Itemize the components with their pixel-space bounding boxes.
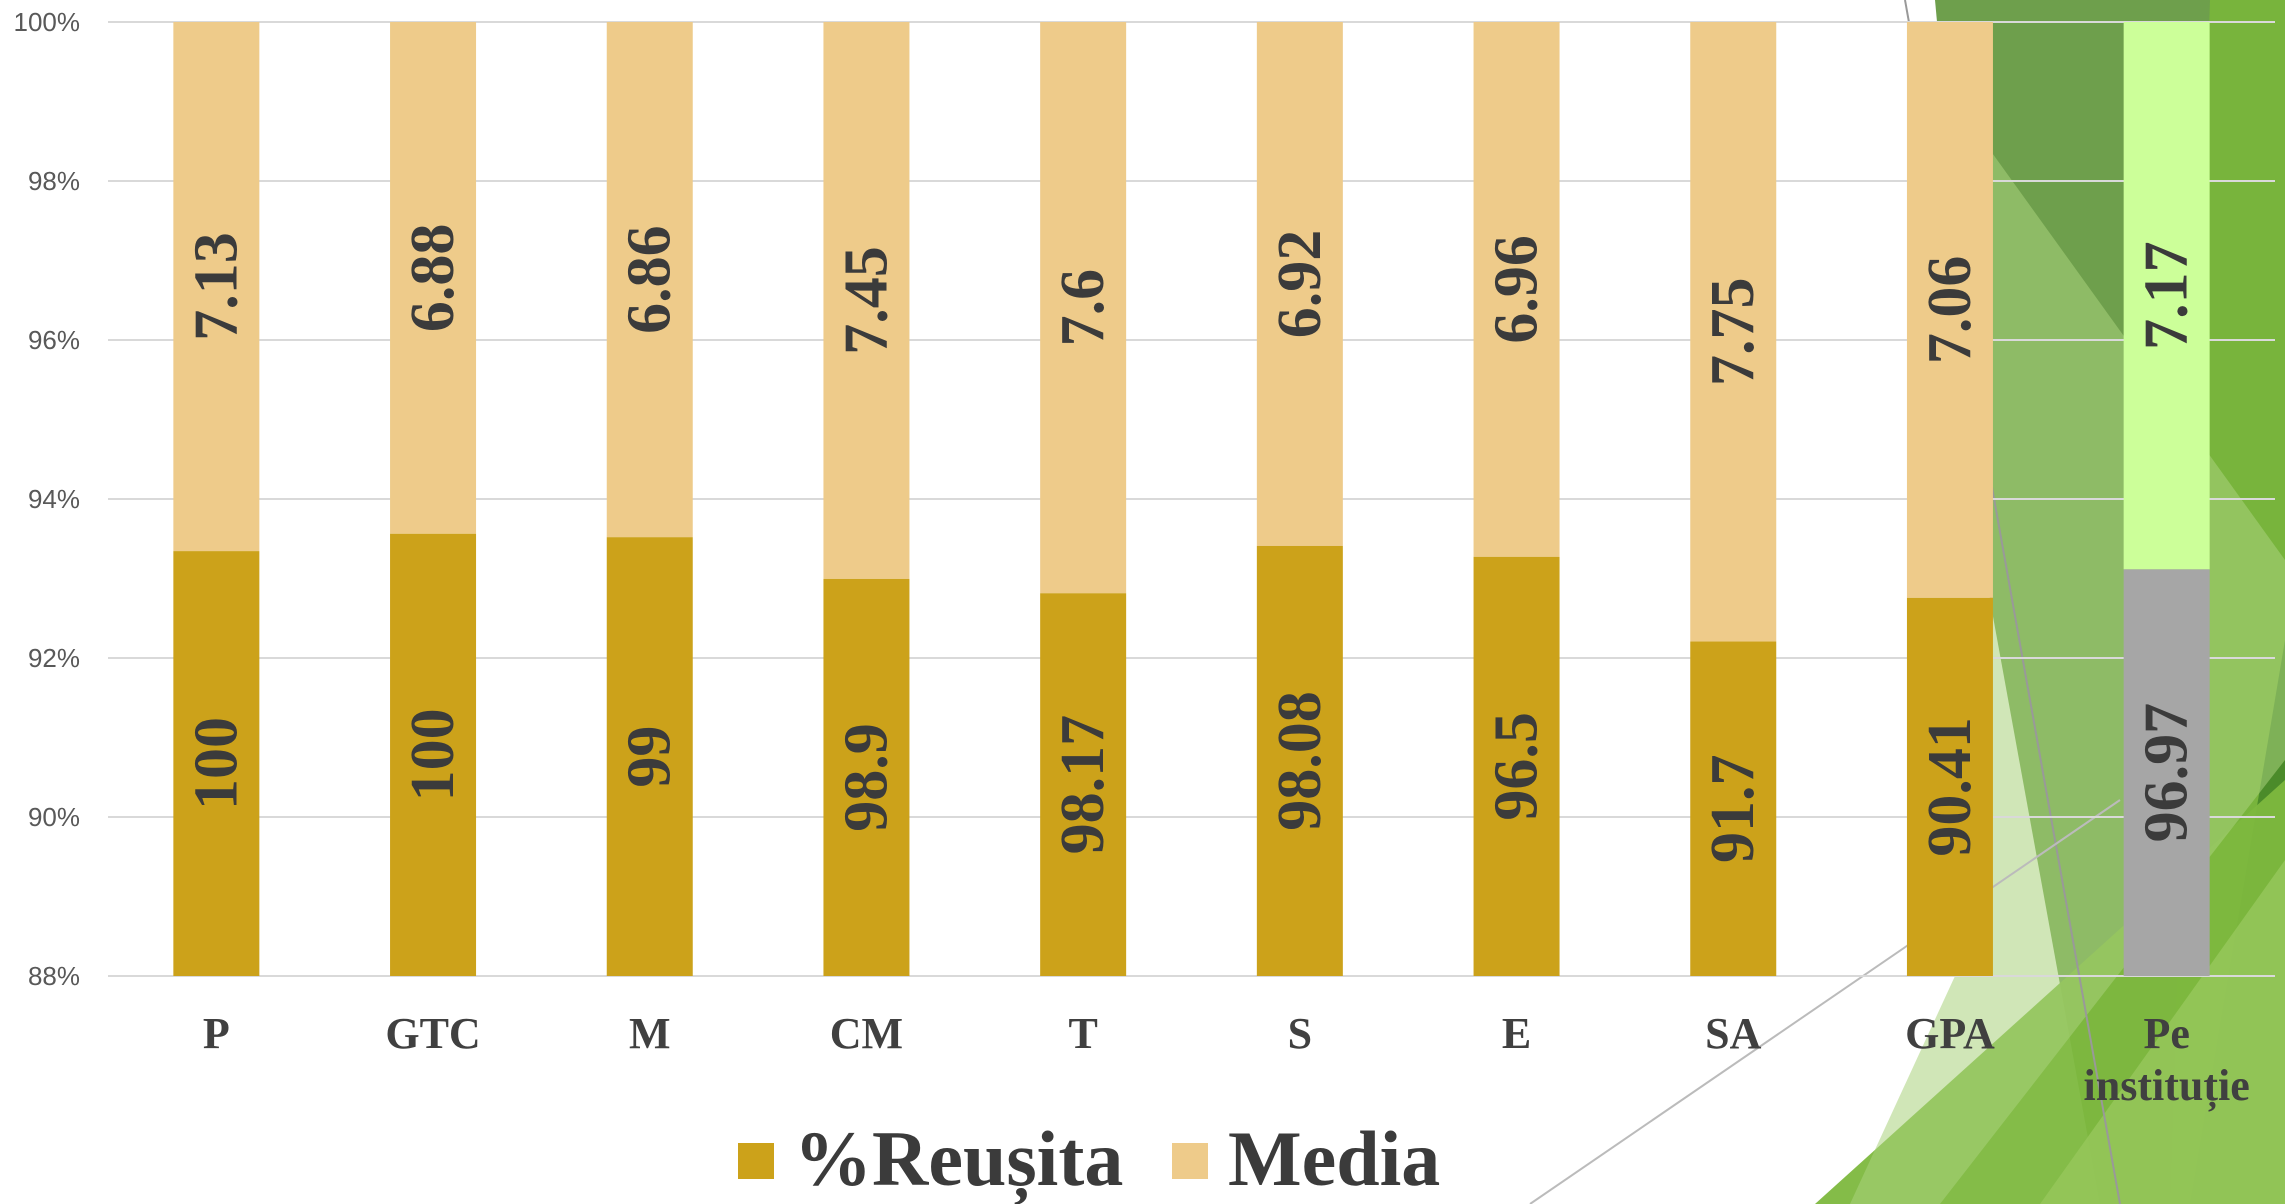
y-tick-label: 94% [28,484,80,514]
data-label-media: 7.6 [1049,269,1117,347]
bar-media [173,22,260,552]
data-label-reusita: 98.08 [1266,691,1334,831]
x-tick-label: P [203,1009,230,1058]
x-tick-label: SA [1705,1009,1761,1058]
data-label-reusita: 99 [616,726,684,788]
bar-media [1040,22,1127,594]
legend-swatch [738,1143,774,1179]
data-label-media: 6.96 [1483,235,1551,344]
x-tick-label: M [629,1009,671,1058]
data-label-media: 6.88 [399,224,467,333]
x-tick-label: GPA [1905,1009,1995,1058]
bar-reusita [1473,556,1560,976]
data-label-reusita: 98.9 [832,723,900,832]
x-tick-label: CM [830,1009,903,1058]
y-axis: 88% 90% 92% 94% 96% 98% 100% [14,7,81,991]
x-tick-label: GTC [385,1009,480,1058]
bar-media [1473,22,1560,557]
bar-media [606,22,693,538]
bar-reusita [606,537,693,976]
bar-media [823,22,910,579]
legend-swatch [1172,1143,1208,1179]
bar-reusita [1690,641,1777,976]
bar-media [1690,22,1777,642]
x-tick-label: S [1288,1009,1312,1058]
data-label-media: 6.86 [616,225,684,334]
bar-media [390,22,477,534]
y-tick-label: 98% [28,166,80,196]
bar-reusita [823,578,910,976]
data-label-reusita: 96.5 [1483,712,1551,821]
data-label-media: 7.13 [182,232,250,341]
x-tick-label: Pe [2143,1009,2189,1058]
bar-reusita [1256,545,1343,976]
data-label-media: 7.06 [1916,256,1984,365]
data-label-reusita: 91.7 [1699,755,1767,864]
x-tick-label: E [1502,1009,1531,1058]
data-label-reusita: 98.17 [1049,715,1117,855]
x-tick-label: T [1068,1009,1097,1058]
x-tick-label: instituție [2084,1061,2250,1111]
y-tick-label: 100% [14,7,81,37]
legend-label: Media [1228,1115,1440,1202]
data-label-media: 7.45 [832,246,900,355]
bar-reusita [2123,569,2210,976]
legend: %Reușita Media [738,1115,1440,1204]
data-label-media: 6.92 [1266,230,1334,339]
bars: 100 7.13 100 6.88 99 6.86 98.9 7.45 98.17 7.6 98.0… [173,22,2210,976]
bar-media [2123,22,2210,570]
y-tick-label: 90% [28,802,80,832]
bar-media [1906,22,1993,598]
data-label-media: 7.17 [2133,241,2201,350]
y-tick-label: 96% [28,325,80,355]
data-label-reusita: 100 [399,708,467,801]
bar-media [1256,22,1343,546]
data-label-reusita: 100 [182,717,250,810]
bar-reusita [1906,597,1993,976]
legend-label: %Reușita [794,1115,1123,1204]
bar-reusita [1040,593,1127,976]
y-tick-label: 88% [28,961,80,991]
y-tick-label: 92% [28,643,80,673]
data-label-media: 7.75 [1699,278,1767,387]
data-label-reusita: 96.97 [2133,703,2201,843]
bar-reusita [173,551,260,976]
data-label-reusita: 90.41 [1916,717,1984,857]
bar-reusita [390,533,477,976]
